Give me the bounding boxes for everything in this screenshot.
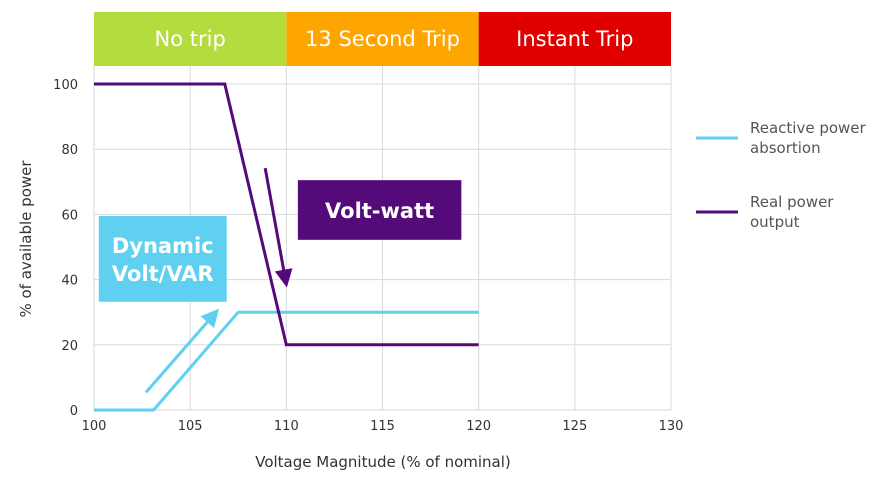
annotation-box bbox=[98, 216, 227, 302]
legend-label: Reactive power bbox=[750, 119, 867, 137]
zone-band bbox=[478, 12, 671, 66]
zone-label: 13 Second Trip bbox=[305, 27, 460, 51]
zone-band bbox=[94, 12, 287, 66]
legend: Reactive power absortion Real power output bbox=[696, 119, 867, 231]
x-tick-label: 115 bbox=[370, 419, 395, 434]
x-tick-label: 130 bbox=[659, 419, 684, 434]
x-axis-ticks: 100 105 110 115 120 125 130 bbox=[82, 419, 684, 434]
annotations: Dynamic Volt/VAR Volt-watt bbox=[98, 167, 462, 394]
annotation-label: Volt/VAR bbox=[112, 262, 214, 286]
y-tick-label: 100 bbox=[53, 78, 78, 93]
x-tick-label: 110 bbox=[274, 419, 299, 434]
series-lines bbox=[94, 82, 479, 412]
annotation-arrow bbox=[263, 167, 293, 288]
x-tick-label: 120 bbox=[466, 419, 491, 434]
y-axis-title: % of available power bbox=[17, 160, 35, 318]
y-tick-label: 0 bbox=[70, 404, 78, 419]
series-line bbox=[94, 310, 479, 412]
annotation-label: Dynamic bbox=[112, 234, 214, 258]
legend-label: output bbox=[750, 213, 800, 231]
y-tick-label: 40 bbox=[61, 274, 78, 289]
x-axis-title: Voltage Magnitude (% of nominal) bbox=[255, 453, 511, 471]
legend-label: Real power bbox=[750, 193, 834, 211]
y-tick-label: 60 bbox=[61, 208, 78, 223]
annotation-box bbox=[297, 180, 462, 240]
annotation-arrow bbox=[144, 308, 220, 394]
y-tick-label: 80 bbox=[61, 143, 78, 158]
y-axis-ticks: 0 20 40 60 80 100 bbox=[53, 78, 78, 419]
zone-label: No trip bbox=[155, 27, 226, 51]
series-line bbox=[94, 82, 479, 347]
zone-band bbox=[286, 12, 479, 66]
annotation-label: Volt-watt bbox=[325, 199, 434, 223]
x-tick-label: 105 bbox=[178, 419, 203, 434]
y-tick-label: 20 bbox=[61, 339, 78, 354]
legend-label: absortion bbox=[750, 139, 821, 157]
x-tick-label: 125 bbox=[562, 419, 587, 434]
x-tick-label: 100 bbox=[82, 419, 107, 434]
zone-label: Instant Trip bbox=[516, 27, 633, 51]
trip-zone-bar: No trip 13 Second Trip Instant Trip bbox=[94, 12, 671, 66]
